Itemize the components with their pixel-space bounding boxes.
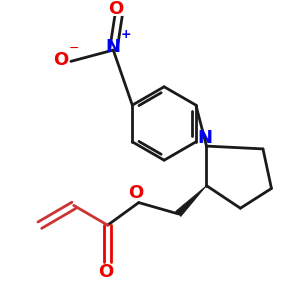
Text: N: N — [106, 38, 121, 56]
Text: O: O — [109, 0, 124, 18]
Text: −: − — [68, 42, 79, 55]
Text: N: N — [198, 129, 213, 147]
Text: O: O — [99, 263, 114, 281]
Text: O: O — [128, 184, 143, 202]
Polygon shape — [176, 186, 206, 217]
Text: O: O — [53, 51, 69, 69]
Text: +: + — [121, 28, 131, 41]
